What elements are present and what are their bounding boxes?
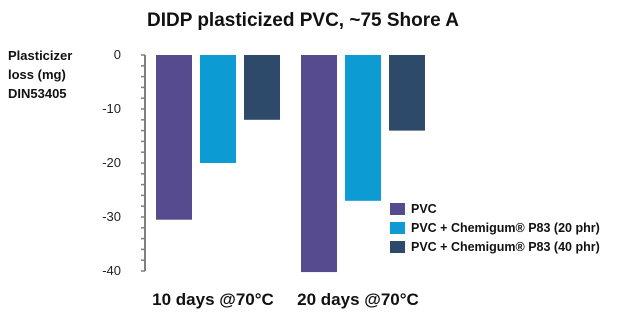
legend-item: PVC — [390, 199, 600, 218]
y-axis-label-line: DIN53405 — [8, 86, 67, 101]
y-axis-label: Plasticizer loss (mg) DIN53405 — [8, 46, 118, 103]
bar — [389, 55, 425, 131]
bar — [244, 55, 280, 120]
y-axis-label-line: Plasticizer — [8, 48, 73, 63]
y-tick-label: -20 — [102, 155, 121, 170]
bar — [345, 55, 381, 201]
bar — [156, 55, 192, 220]
legend-item: PVC + Chemigum® P83 (20 phr) — [390, 218, 600, 237]
bar — [200, 55, 236, 163]
legend-label: PVC + Chemigum® P83 (20 phr) — [411, 220, 600, 235]
bar — [301, 55, 337, 273]
chart-title: DIDP plasticized PVC, ~75 Shore A — [146, 10, 460, 31]
x-category-label: 10 days @70°C — [152, 290, 274, 309]
x-axis-categories: 10 days @70°C 20 days @70°C — [0, 290, 626, 314]
y-tick-label: -40 — [102, 263, 121, 278]
x-category-label: 20 days @70°C — [297, 290, 419, 309]
legend-label: PVC + Chemigum® P83 (40 phr) — [411, 239, 600, 254]
legend-swatch — [390, 202, 405, 215]
legend-swatch — [390, 240, 405, 253]
y-tick-label: -30 — [102, 209, 121, 224]
legend-swatch — [390, 221, 405, 234]
y-tick-label: 0 — [114, 47, 121, 62]
y-axis-label-line: loss (mg) — [8, 67, 66, 82]
y-tick-label: -10 — [102, 101, 121, 116]
legend-item: PVC + Chemigum® P83 (40 phr) — [390, 237, 600, 256]
legend: PVC PVC + Chemigum® P83 (20 phr) PVC + C… — [390, 199, 600, 256]
legend-label: PVC — [411, 201, 437, 216]
